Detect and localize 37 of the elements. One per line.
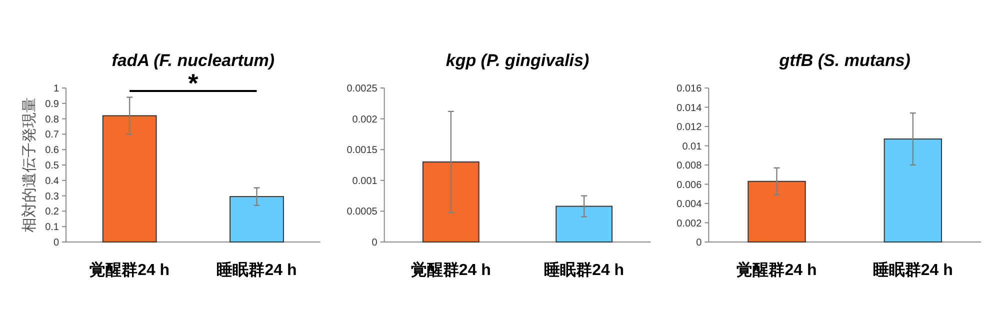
y-tick-label: 0.6 (45, 145, 60, 156)
y-tick-label: 0.5 (45, 160, 60, 172)
y-tick-label: 0 (372, 238, 378, 248)
x-tick-label: 睡眠群24 h (544, 261, 624, 279)
x-tick-label: 覚醒群24 h (736, 261, 817, 279)
y-tick-label: 0.8 (45, 114, 60, 126)
y-tick-label: 0.002 (352, 114, 378, 126)
chart-title: gtfB (S. mutans) (778, 51, 911, 70)
y-tick-label: 0.0025 (346, 84, 378, 94)
y-tick-label: 0.0015 (346, 145, 378, 156)
y-tick-label: 0.012 (676, 122, 702, 133)
y-tick-label: 0 (696, 238, 702, 248)
x-tick-label: 覚醒群24 h (410, 261, 491, 279)
x-tick-label: 睡眠群24 h (872, 261, 953, 279)
y-tick-label: 0.7 (45, 130, 60, 141)
y-tick-label: 0.006 (676, 180, 702, 191)
chart-title: fadA (F. nucleartum) (112, 51, 275, 70)
x-tick-label: 睡眠群24 h (216, 261, 297, 279)
y-tick-label: 1 (53, 84, 60, 94)
y-tick-label: 0.0005 (346, 206, 378, 218)
y-tick-label: 0.3 (45, 191, 60, 202)
y-tick-label: 0.4 (45, 176, 60, 187)
y-tick-label: 0.004 (676, 199, 702, 210)
chart-title: kgp (P. gingivalis) (446, 51, 590, 70)
y-tick-label: 0.014 (676, 102, 702, 114)
y-tick-label: 0.1 (45, 222, 60, 234)
annotation: * (188, 68, 200, 98)
y-tick-label: 0.001 (352, 176, 378, 187)
y-tick-label: 0 (53, 238, 60, 248)
y-tick-label: 0.016 (676, 84, 702, 94)
y-axis-title: 相対的遺伝子発現量 (21, 98, 38, 232)
y-tick-label: 0.2 (45, 206, 60, 218)
y-tick-label: 0.002 (676, 218, 702, 230)
y-tick-label: 0.008 (676, 160, 702, 172)
y-tick-label: 0.01 (682, 141, 702, 152)
y-tick-label: 0.9 (45, 98, 60, 110)
x-tick-label: 覚醒群24 h (90, 261, 170, 279)
